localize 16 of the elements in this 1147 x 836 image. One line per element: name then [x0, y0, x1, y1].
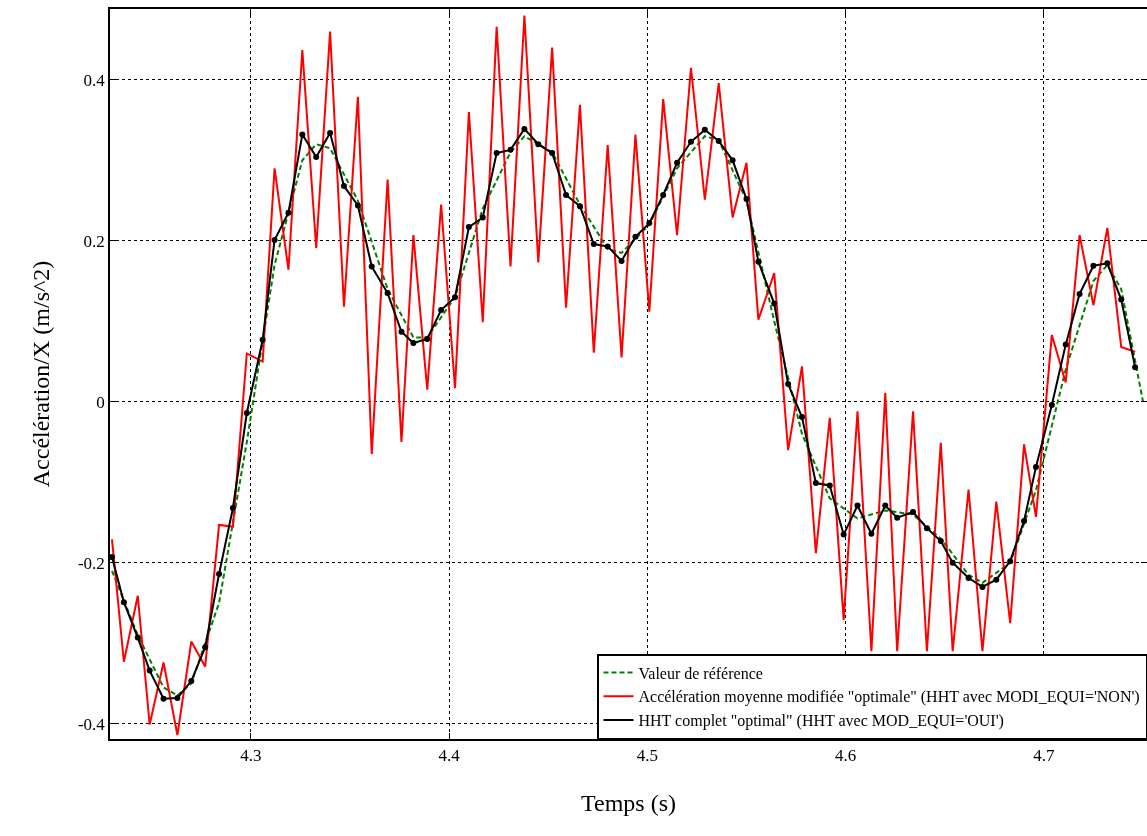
y-tick-label: 0.2	[83, 231, 105, 251]
x-tick-label: 4.7	[1033, 746, 1056, 766]
x-tick-label: 4.6	[834, 746, 857, 766]
y-tick-label: -0.2	[77, 553, 105, 573]
legend-label: HHT complet "optimal" (HHT avec MOD_EQUI='OUI')	[638, 712, 1004, 731]
x-axis-title: Temps (s)	[581, 789, 676, 816]
x-tick-label: 4.5	[636, 746, 658, 766]
line-series	[110, 14, 1137, 736]
y-tick-label: 0	[96, 392, 105, 412]
x-tick-label: 4.4	[438, 746, 461, 766]
legend-label: Accélération moyenne modifiée "optimale" (HHT avec MODI_EQUI='NON')	[638, 688, 1140, 707]
y-axis-title: Accélération/X (m/s^2)	[27, 260, 54, 488]
legend-label: Valeur de référence	[638, 664, 763, 682]
y-tick-label: -0.4	[77, 714, 106, 734]
x-tick-label: 4.3	[240, 746, 262, 766]
y-tick-label: 0.4	[83, 70, 106, 90]
